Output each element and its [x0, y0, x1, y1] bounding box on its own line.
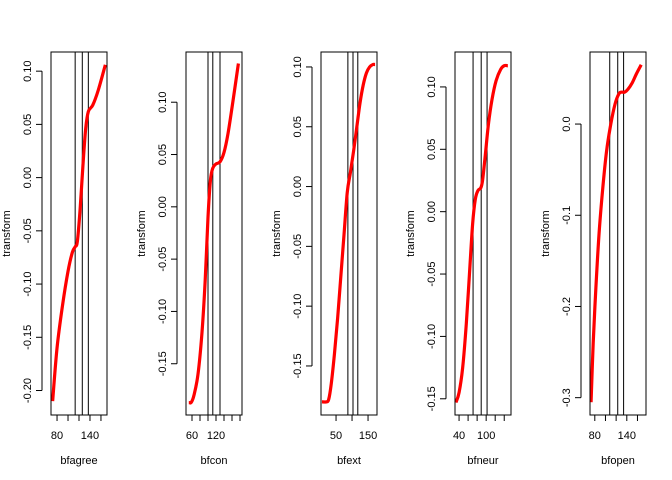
x-axis-title: bfcon [201, 455, 228, 467]
x-tick-label: 120 [207, 430, 225, 442]
y-tick-label: -0.15 [292, 353, 304, 378]
y-tick-label: 0.05 [426, 139, 438, 160]
x-axis-title: bfneur [467, 455, 499, 467]
panel-bfopen: 80 140 -0.3 -0.2 -0.1 0.0 bfopen transform [540, 51, 647, 467]
y-tick-label: -0.10 [292, 294, 304, 319]
transform-curve [589, 64, 643, 403]
y-tick-label: -0.15 [426, 386, 438, 411]
y-tick-label: 0.00 [292, 176, 304, 197]
transform-curve [51, 64, 107, 402]
x-tick-label: 80 [589, 430, 601, 442]
plot-frame [320, 51, 378, 416]
y-tick-label: -0.05 [426, 262, 438, 287]
x-axis-title: bfopen [601, 455, 635, 467]
panel-bfcon: 60 120 -0.15 -0.10 -0.05 0.00 0.05 0.10 bfcon tra… [136, 51, 243, 467]
x-axis-title: bfagree [60, 455, 97, 467]
y-tick-label: 0.05 [157, 144, 169, 165]
y-tick-label: 0.05 [22, 114, 34, 135]
y-tick-label: -0.15 [22, 325, 34, 350]
y-tick-label: -0.10 [426, 324, 438, 349]
y-tick-label: 0.00 [157, 196, 169, 217]
y-tick-label: 0.10 [157, 92, 169, 113]
transform-curve [321, 62, 376, 404]
plot-frame [185, 51, 243, 416]
y-tick-label: -0.05 [292, 234, 304, 259]
panel-bfagree: 80 140 -0.20 -0.15 -0.10 -0.05 0.00 0.05 0.10 bfa… [1, 51, 108, 467]
y-tick-label: -0.05 [157, 247, 169, 272]
x-tick-label: 100 [477, 430, 495, 442]
y-axis-title: transform [136, 210, 148, 256]
x-tick-label: 150 [359, 430, 377, 442]
y-tick-label: -0.10 [22, 272, 34, 297]
y-tick-label: 0.0 [561, 116, 573, 131]
x-tick-label: 80 [51, 430, 63, 442]
y-tick-label: -0.3 [561, 388, 573, 407]
y-axis-title: transform [271, 210, 283, 256]
transform-curve [188, 63, 240, 405]
plot-frame [454, 51, 512, 416]
panel-bfext: 50 150 -0.15 -0.10 -0.05 0.00 0.05 0.10 bfext tra… [271, 51, 378, 467]
transform-curve [454, 63, 508, 404]
y-tick-label: 0.05 [292, 116, 304, 137]
y-axis-title: transform [540, 210, 552, 256]
y-tick-label: 0.10 [426, 76, 438, 97]
y-tick-label: -0.20 [22, 378, 34, 403]
y-tick-label: -0.10 [157, 299, 169, 324]
x-tick-label: 60 [186, 430, 198, 442]
y-axis-title: transform [1, 210, 13, 256]
panel-bfneur: 40 100 -0.15 -0.10 -0.05 0.00 0.05 0.10 bfneur tr… [405, 51, 512, 467]
x-axis-title: bfext [337, 455, 361, 467]
x-tick-label: 140 [81, 430, 99, 442]
y-tick-label: 0.00 [426, 201, 438, 222]
y-axis-title: transform [405, 210, 417, 256]
x-tick-label: 40 [453, 430, 465, 442]
y-tick-label: -0.2 [561, 297, 573, 316]
y-tick-label: 0.10 [292, 56, 304, 77]
x-tick-label: 50 [330, 430, 342, 442]
plot-frame [589, 51, 647, 416]
y-tick-label: -0.15 [157, 351, 169, 376]
y-tick-label: 0.00 [22, 167, 34, 188]
y-tick-label: 0.10 [22, 60, 34, 81]
y-tick-label: -0.1 [561, 206, 573, 225]
y-tick-label: -0.05 [22, 218, 34, 243]
x-tick-label: 140 [618, 430, 636, 442]
